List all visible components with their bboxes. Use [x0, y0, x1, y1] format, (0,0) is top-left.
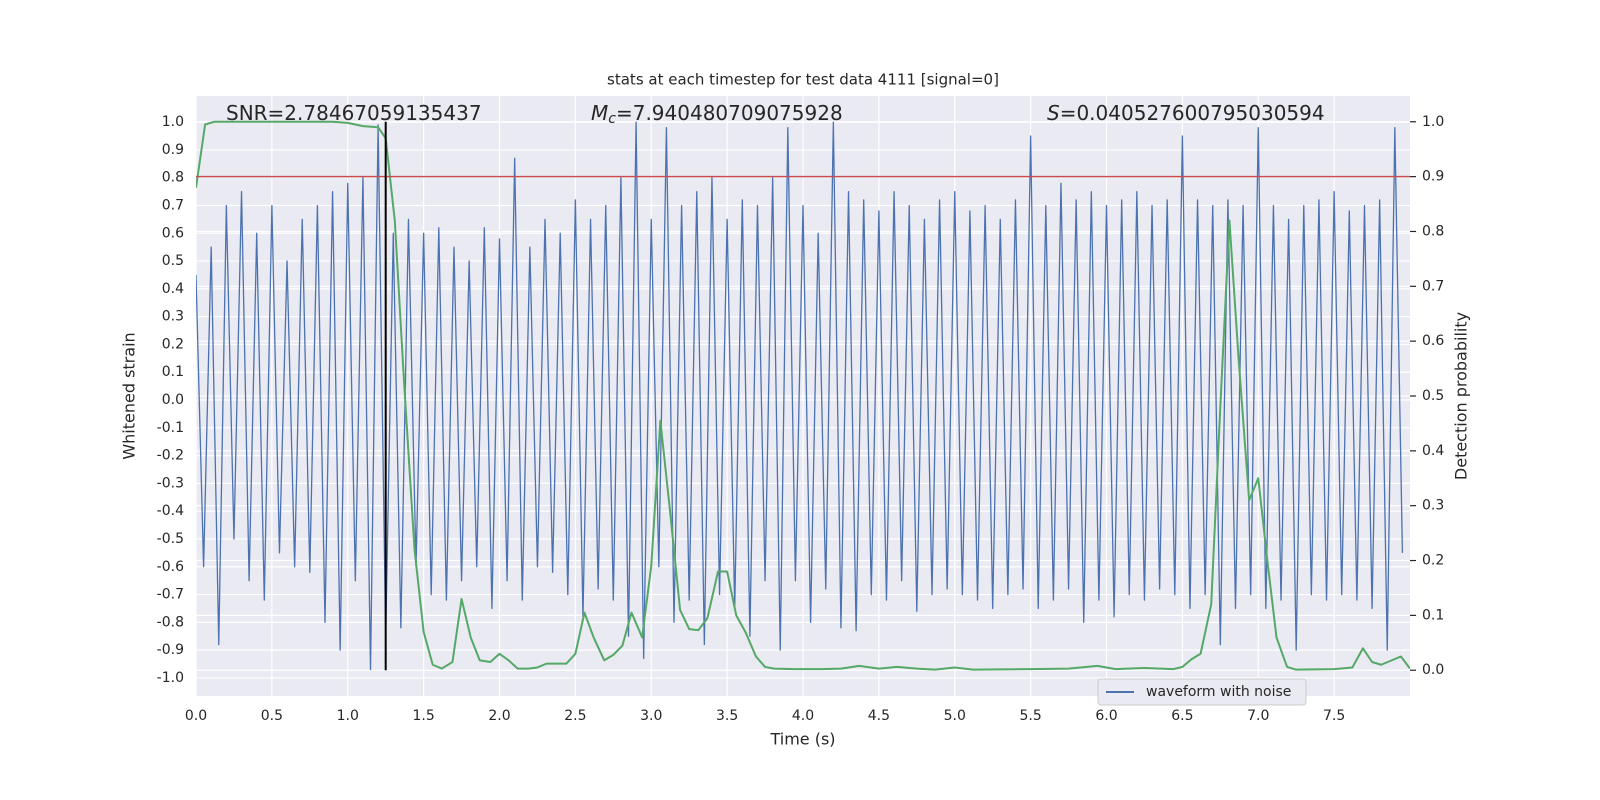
y-tick-label: 1.0: [162, 114, 184, 130]
y-tick-label: -0.3: [157, 475, 184, 491]
annotation-subscript: c: [608, 111, 616, 127]
y-axis-label: Whitened strain: [120, 332, 139, 459]
y-tick-label: 0.3: [162, 309, 184, 325]
x-tick-label: 1.5: [412, 708, 434, 724]
y-tick-label: 0.0: [162, 392, 184, 408]
plot-content: [196, 120, 1410, 671]
y-tick-label: -0.8: [157, 614, 184, 630]
y2-tick-label: 0.8: [1422, 223, 1444, 239]
x-tick-label: 4.0: [792, 708, 814, 724]
y-tick-label: -0.9: [157, 642, 184, 658]
annotation: SNR=2.78467059135437: [226, 101, 482, 125]
annotation-symbol: S: [1047, 101, 1060, 125]
annotation-text: =0.040527600795030594: [1060, 101, 1325, 125]
y-tick-label: 0.4: [162, 281, 184, 297]
y-tick-label: -0.1: [157, 420, 184, 436]
y2-tick-label: 0.3: [1422, 498, 1444, 514]
y2-tick-label: 1.0: [1422, 114, 1444, 130]
y-tick-label: 0.7: [162, 197, 184, 213]
legend: waveform with noise: [1097, 678, 1307, 706]
x-tick-label: 0.5: [261, 708, 283, 724]
y-tick-label: 0.5: [162, 253, 184, 269]
y2-tick-label: 0.7: [1422, 278, 1444, 294]
y-tick-label: 0.1: [162, 364, 184, 380]
y2-axis-label: Detection probability: [1452, 312, 1471, 480]
y2-tick-label: 0.0: [1422, 662, 1444, 678]
annotation-symbol: M: [591, 101, 608, 125]
x-tick-label: 6.0: [1095, 708, 1117, 724]
y-tick-label: 0.6: [162, 225, 184, 241]
chart-title: stats at each timestep for test data 411…: [607, 71, 999, 89]
x-tick-label: 4.5: [868, 708, 890, 724]
x-axis-label: Time (s): [769, 730, 835, 749]
y2-tick-label: 0.9: [1422, 169, 1444, 185]
x-tick-label: 1.0: [337, 708, 359, 724]
x-tick-label: 7.0: [1247, 708, 1269, 724]
y-tick-label: -0.5: [157, 531, 184, 547]
legend-label: waveform with noise: [1146, 684, 1291, 700]
x-tick-label: 6.5: [1171, 708, 1193, 724]
y-tick-label: -0.2: [157, 448, 184, 464]
y-tick-label: -0.4: [157, 503, 184, 519]
x-tick-label: 0.0: [185, 708, 207, 724]
annotation: S=0.040527600795030594: [1047, 101, 1325, 125]
x-tick-label: 2.0: [488, 708, 510, 724]
legend-box: [1097, 678, 1307, 706]
x-tick-label: 2.5: [564, 708, 586, 724]
x-tick-label: 3.0: [640, 708, 662, 724]
y-tick-label: 0.9: [162, 142, 184, 158]
y-tick-label: -0.6: [157, 559, 184, 575]
annotation-text: =7.940480709075928: [616, 101, 843, 125]
y2-tick-label: 0.6: [1422, 333, 1444, 349]
x-tick-label: 5.5: [1019, 708, 1041, 724]
x-tick-label: 7.5: [1323, 708, 1345, 724]
y2-tick-label: 0.2: [1422, 553, 1444, 569]
y-tick-label: 0.2: [162, 336, 184, 352]
y2-tick-label: 0.4: [1422, 443, 1444, 459]
y-tick-label: 0.8: [162, 170, 184, 186]
series-line: [196, 120, 1410, 671]
y-tick-label: -0.7: [157, 587, 184, 603]
x-tick-label: 5.0: [944, 708, 966, 724]
annotation: Mc=7.940480709075928: [591, 101, 843, 128]
series-line: [196, 121, 1404, 671]
annotation-text: SNR=2.78467059135437: [226, 101, 482, 125]
y2-tick-label: 0.5: [1422, 388, 1444, 404]
x-tick-label: 3.5: [716, 708, 738, 724]
y2-tick-label: 0.1: [1422, 607, 1444, 623]
y-tick-label: -1.0: [157, 670, 184, 686]
